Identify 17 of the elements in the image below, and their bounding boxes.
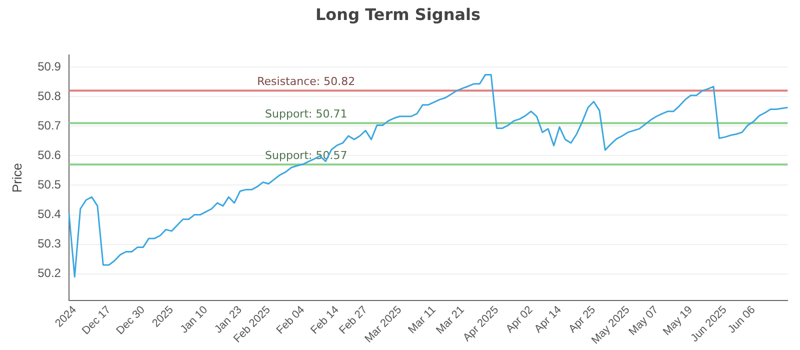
y-tick-label: 50.4 [38,207,62,222]
y-tick-label: 50.2 [38,266,62,280]
y-tick-label: 50.5 [38,178,62,192]
x-tick-label: Dec 17 [80,304,114,338]
x-tick-label: Jun 06 [726,304,758,336]
ref-line-label: Support: 50.71 [265,108,348,121]
y-axis-title: Price [9,163,24,193]
y-tick-label: 50.3 [38,236,62,251]
y-tick-label: 50.8 [38,88,62,103]
x-tick-label: Jan 10 [178,304,210,336]
y-tick-label: 50.6 [38,148,62,162]
x-tick-label: Feb 04 [274,304,308,337]
chart-title: Long Term Signals [315,4,481,24]
y-tick-label: 50.7 [38,118,62,132]
y-tick-label: 50.9 [38,59,62,74]
x-tick-label: Dec 30 [114,304,148,338]
ref-line-label: Resistance: 50.82 [257,75,356,88]
